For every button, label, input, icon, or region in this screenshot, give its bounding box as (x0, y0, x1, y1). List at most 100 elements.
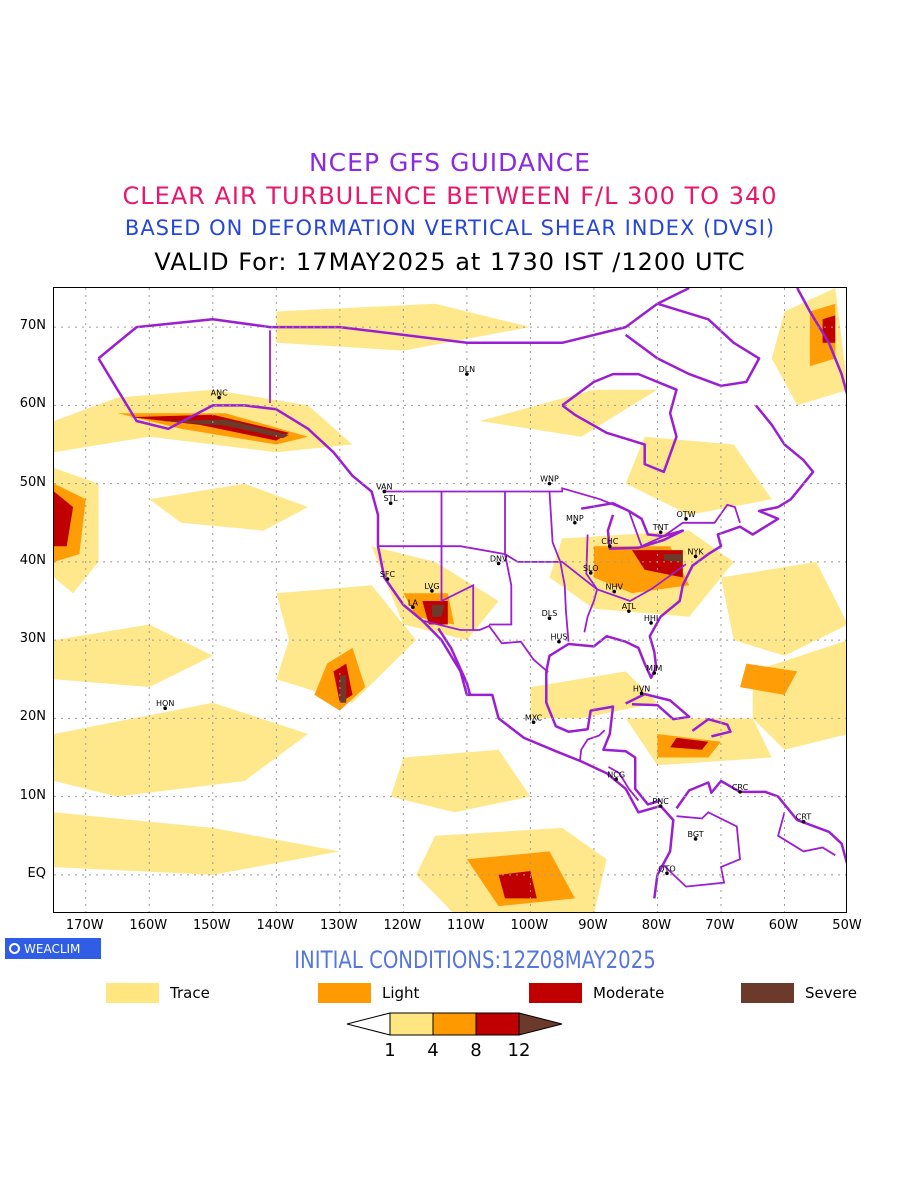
turbulence-trace-area (752, 640, 846, 750)
political-border (548, 491, 570, 642)
longitude-tick-label: 160W (129, 918, 168, 933)
colorbar-low-arrow (346, 1012, 391, 1036)
legend-label-severe: Severe (805, 984, 857, 1002)
colorbar-segment (475, 1012, 520, 1036)
station-code: HVN (633, 684, 650, 693)
longitude-tick-label: 130W (319, 918, 358, 933)
coastline (545, 671, 661, 806)
latitude-tick-label: 50N (19, 474, 46, 490)
station-marker (496, 561, 501, 566)
legend-swatch-light (318, 983, 371, 1003)
station-code: DLS (542, 609, 558, 618)
title-valid-time: VALID For: 17MAY2025 at 1730 IST /1200 U… (154, 248, 746, 276)
station-marker (573, 520, 577, 525)
station-marker (652, 671, 657, 675)
station-marker (382, 489, 387, 494)
longitude-tick-label: 70W (705, 918, 735, 933)
title-product: CLEAR AIR TURBULENCE BETWEEN F/L 300 TO … (122, 182, 778, 210)
turbulence-severe-area (339, 675, 347, 703)
station-marker (649, 621, 653, 625)
station-marker (465, 372, 469, 376)
station-marker (658, 804, 663, 808)
station-marker (163, 706, 167, 711)
longitude-tick-label: 100W (510, 918, 549, 933)
turbulence-trace-area (149, 483, 309, 531)
station-code: SFC (380, 570, 396, 579)
coastline (437, 627, 472, 696)
latitude-tick-label: 20N (19, 709, 46, 725)
coastline (97, 357, 675, 899)
longitude-tick-label: 120W (383, 918, 422, 933)
latitude-tick-label: 10N (19, 787, 46, 803)
station-marker (608, 544, 612, 549)
coastline (625, 692, 691, 721)
station-marker (557, 639, 561, 644)
legend-label-light: Light (382, 984, 420, 1002)
station-marker (411, 605, 415, 610)
latitude-tick-label: 30N (19, 631, 46, 647)
station-code: STL (383, 494, 398, 503)
longitude-tick-label: 90W (578, 918, 608, 933)
political-border (422, 619, 549, 673)
station-marker (430, 589, 434, 593)
station-marker (547, 481, 552, 486)
station-code: MIM (646, 664, 662, 673)
latitude-tick-label: 60N (19, 396, 46, 412)
station-code: LVG (424, 582, 439, 591)
title-method: BASED ON DEFORMATION VERTICAL SHEAR INDE… (124, 216, 776, 240)
turbulence-trace-area (625, 436, 772, 515)
political-border (777, 812, 836, 857)
colorbar-tick-label: 1 (384, 1040, 396, 1061)
station-code: HHI (644, 614, 658, 623)
turbulence-trace-area (276, 585, 417, 703)
legend-swatch-trace (106, 983, 159, 1003)
station-code: DNV (490, 554, 508, 563)
station-marker (217, 395, 221, 400)
political-border (608, 766, 640, 802)
turbulence-trace-area (54, 702, 309, 797)
turbulence-trace-area (390, 749, 531, 813)
station-marker (693, 837, 698, 841)
station-code: BGT (687, 830, 703, 839)
coastline (624, 302, 761, 388)
station-code: LA (408, 598, 419, 607)
colorbar (346, 1012, 563, 1036)
turbulence-map: DLN ANC VAN STL WNP MNP OTW TNT CHC NYK DNV SFC LVG S… (53, 287, 847, 913)
longitude-tick-label: 140W (256, 918, 295, 933)
political-border (378, 545, 687, 602)
station-marker (665, 871, 669, 876)
political-border (440, 491, 475, 630)
station-code: MXC (525, 713, 543, 722)
station-code: QTO (658, 864, 675, 873)
political-border (489, 491, 513, 626)
coastline (545, 404, 815, 679)
station-marker (627, 609, 631, 613)
station-marker (547, 616, 552, 621)
station-code: CRC (732, 783, 749, 792)
station-code: TNT (652, 523, 669, 532)
weaclim-badge: WEACLIM (5, 938, 101, 959)
coastline (97, 288, 690, 360)
political-border (663, 811, 741, 888)
legend-label-trace: Trace (170, 984, 210, 1002)
coastline (561, 372, 678, 474)
turbulence-severe-area (663, 554, 683, 562)
station-code: CHC (601, 537, 619, 546)
latitude-tick-label: 40N (19, 552, 46, 568)
turbulence-moderate-area (54, 491, 74, 547)
longitude-tick-label: 50W (832, 918, 862, 933)
coastline (691, 717, 732, 738)
political-border (384, 487, 741, 548)
turbulence-moderate-area (670, 737, 709, 750)
station-marker (693, 554, 698, 559)
turbulence-trace-area (721, 561, 846, 656)
station-marker (614, 777, 618, 782)
station-code: NHV (606, 583, 624, 592)
station-code: HON (156, 699, 174, 708)
station-marker (531, 720, 536, 725)
station-code: NCG (607, 770, 625, 779)
station-code: ATL (622, 602, 637, 611)
colorbar-tick-label: 12 (507, 1040, 531, 1061)
colorbar-high-arrow (518, 1012, 563, 1036)
station-marker (612, 589, 617, 594)
